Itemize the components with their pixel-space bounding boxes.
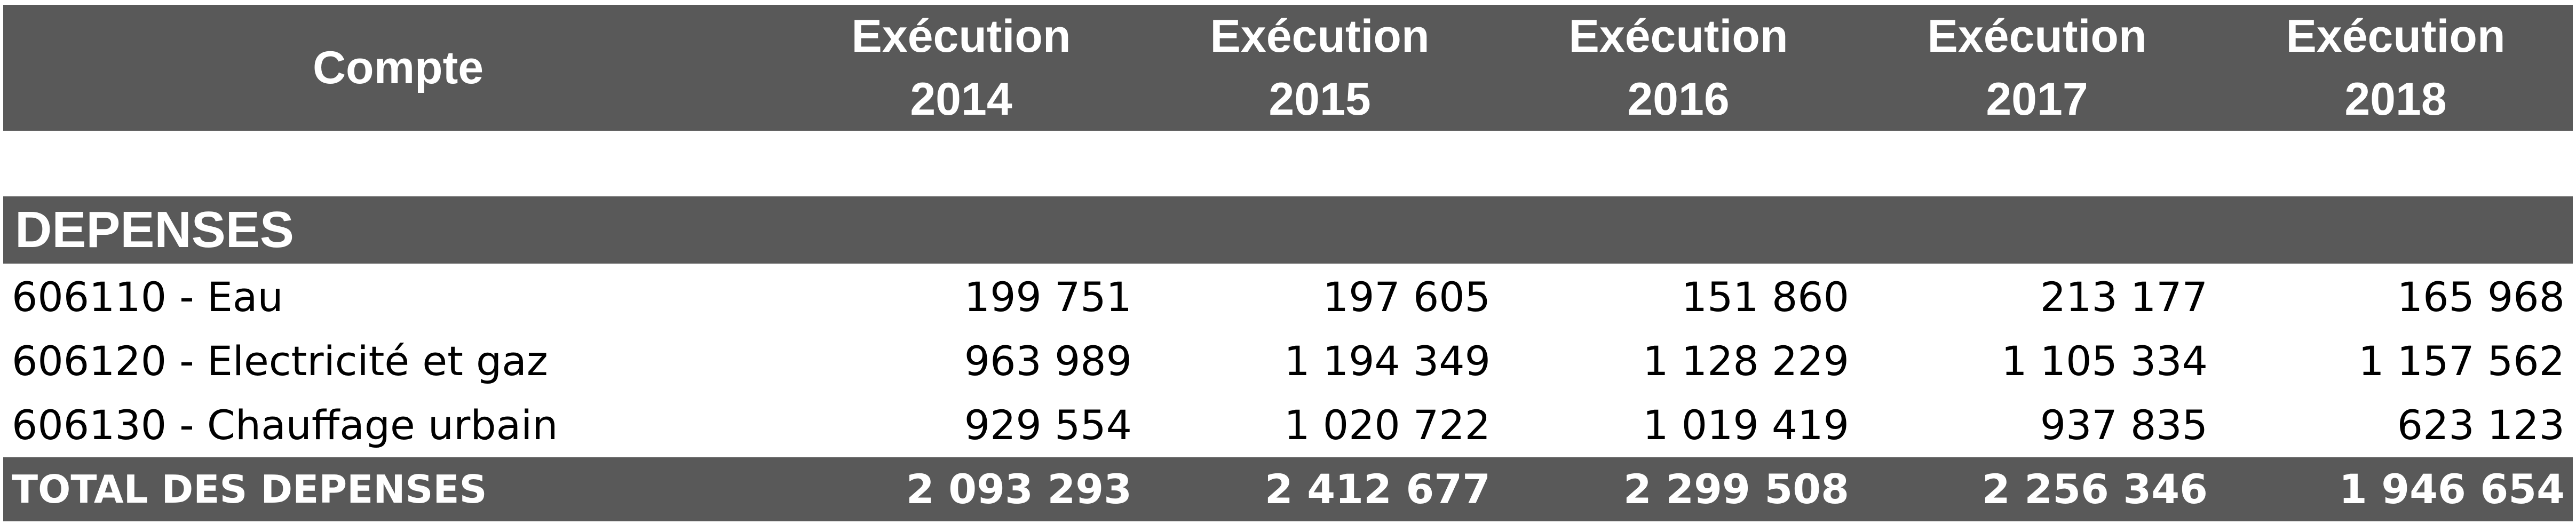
column-header-title: Exécution (1210, 11, 1430, 62)
cell-2015: 197 605 (1322, 273, 1491, 321)
total-label: TOTAL DES DEPENSES (12, 467, 487, 512)
column-header-title: Exécution (2286, 11, 2506, 62)
column-header-title: Exécution (1927, 11, 2147, 62)
cell-2018: 623 123 (2397, 401, 2565, 449)
total-2017: 2 256 346 (1981, 465, 2208, 513)
cell-2016: 1 019 419 (1643, 401, 1849, 449)
cell-2014: 929 554 (964, 401, 1132, 449)
cell-2015: 1 020 722 (1284, 401, 1491, 449)
row-label: 606130 - Chauffage urbain (12, 401, 558, 449)
row-label: 606120 - Electricité et gaz (12, 337, 548, 385)
column-header-year: 2018 (2344, 74, 2447, 125)
table-header: Compte Exécution 2014 Exécution 2015 Exé… (3, 5, 2573, 131)
column-header-2017: Exécution 2017 (1877, 5, 2197, 131)
column-header-2016: Exécution 2016 (1518, 5, 1838, 131)
cell-2017: 937 835 (2040, 401, 2208, 449)
column-header-title: Exécution (851, 11, 1071, 62)
row-label: 606110 - Eau (12, 273, 283, 321)
column-header-year: 2014 (910, 74, 1012, 125)
cell-2017: 213 177 (2040, 273, 2208, 321)
cell-2018: 1 157 562 (2358, 337, 2565, 385)
cell-2016: 1 128 229 (1643, 337, 1849, 385)
cell-2015: 1 194 349 (1284, 337, 1491, 385)
column-header-2018: Exécution 2018 (2236, 5, 2556, 131)
total-2018: 1 946 654 (2339, 465, 2565, 513)
table-row: 606120 - Electricité et gaz 963 989 1 19… (3, 329, 2573, 393)
table-row: 606130 - Chauffage urbain 929 554 1 020 … (3, 393, 2573, 457)
column-header-year: 2017 (1986, 74, 2088, 125)
section-header: DEPENSES (3, 196, 2573, 264)
column-header-2015: Exécution 2015 (1160, 5, 1480, 131)
column-header-2014: Exécution 2014 (801, 5, 1121, 131)
cell-2016: 151 860 (1681, 273, 1849, 321)
table-row: 606110 - Eau 199 751 197 605 151 860 213… (3, 265, 2573, 329)
cell-2017: 1 105 334 (2001, 337, 2208, 385)
column-header-year: 2016 (1627, 74, 1730, 125)
total-2016: 2 299 508 (1623, 465, 1849, 513)
column-header-account: Compte (312, 42, 484, 93)
total-row: TOTAL DES DEPENSES 2 093 293 2 412 677 2… (3, 457, 2573, 521)
total-2015: 2 412 677 (1264, 465, 1491, 513)
column-header-title: Exécution (1568, 11, 1788, 62)
cell-2018: 165 968 (2397, 273, 2565, 321)
cell-2014: 963 989 (964, 337, 1132, 385)
section-title: DEPENSES (15, 201, 294, 258)
cell-2014: 199 751 (964, 273, 1132, 321)
column-header-year: 2015 (1269, 74, 1371, 125)
total-2014: 2 093 293 (906, 465, 1132, 513)
